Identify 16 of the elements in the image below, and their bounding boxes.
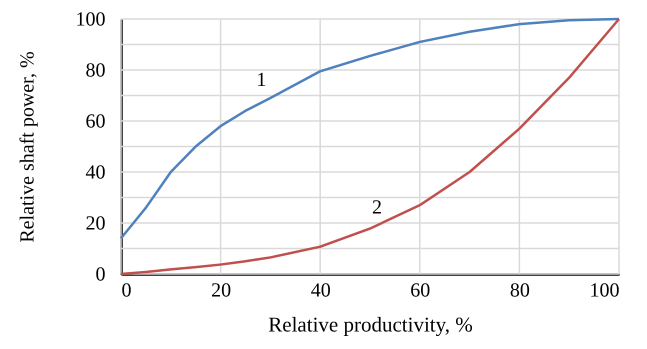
x-tick-label: 60 [410,280,430,302]
y-tick-label: 0 [96,264,106,286]
x-tick-label: 100 [590,280,620,302]
x-tick-label: 80 [510,280,530,302]
x-tick-label: 20 [211,280,232,302]
x-axis-title: Relative productivity, % [268,312,473,336]
series-label: 1 [256,69,266,92]
x-tick-label: 40 [310,280,331,302]
y-tick-label: 80 [86,60,106,82]
x-tick-label: 0 [122,280,132,302]
y-tick-label: 100 [76,8,106,30]
y-tick-label: 20 [86,212,106,234]
y-tick-label: 40 [86,162,106,184]
y-axis-title: Relative shaft power, % [16,51,38,243]
series-label: 2 [372,196,382,219]
y-tick-label: 60 [86,110,106,132]
